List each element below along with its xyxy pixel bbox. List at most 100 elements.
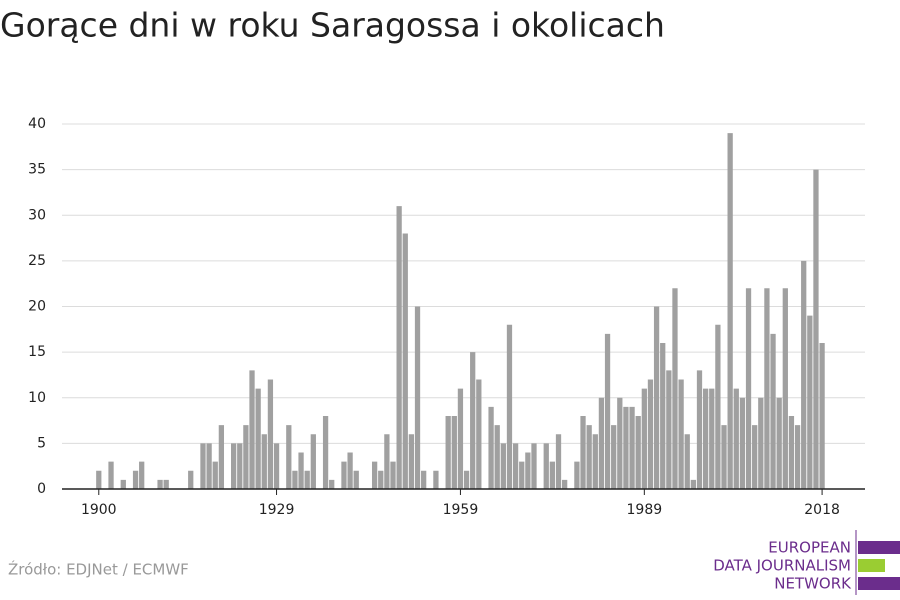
bar <box>696 370 703 489</box>
bar <box>261 434 267 489</box>
bar <box>555 434 562 489</box>
y-tick-label: 15 <box>28 344 46 360</box>
y-tick-label: 35 <box>28 162 46 178</box>
bar <box>157 479 163 489</box>
y-tick-label: 25 <box>28 253 46 269</box>
logo-bar <box>858 559 885 572</box>
bar <box>531 443 537 489</box>
logo-text: EUROPEAN <box>768 539 851 557</box>
logo: EUROPEAN DATA JOURNALISM NETWORK <box>713 530 900 595</box>
bar <box>494 425 500 489</box>
bar <box>470 352 476 489</box>
y-tick-label: 30 <box>28 207 46 223</box>
bar <box>218 425 225 489</box>
x-tick-label: 1900 <box>81 502 117 518</box>
bar <box>666 370 672 489</box>
bar <box>807 315 813 489</box>
bar <box>463 470 470 489</box>
bar <box>641 388 647 489</box>
bar <box>476 379 482 489</box>
bar <box>702 388 709 489</box>
bar <box>739 397 746 489</box>
bar <box>672 288 678 489</box>
bar <box>329 479 335 489</box>
bar <box>310 434 316 489</box>
bar <box>139 461 145 489</box>
bar <box>371 461 378 489</box>
bar <box>390 461 396 489</box>
bar <box>414 306 421 489</box>
bar <box>298 452 304 489</box>
bar <box>188 470 194 489</box>
bar <box>788 416 795 489</box>
bar <box>801 260 807 489</box>
bar <box>543 443 549 489</box>
bar <box>813 169 819 489</box>
bar <box>629 406 635 489</box>
bar <box>292 470 298 489</box>
logo-text: NETWORK <box>774 575 852 593</box>
y-tick-label: 40 <box>28 116 46 132</box>
bar <box>653 306 660 489</box>
bar <box>384 434 390 489</box>
bar <box>770 333 776 489</box>
bar <box>623 406 629 489</box>
x-tick-label: 1959 <box>443 502 479 518</box>
bar <box>378 470 384 489</box>
bar <box>249 370 255 489</box>
bar <box>230 443 237 489</box>
logo-bar <box>858 577 900 590</box>
bar <box>647 379 654 489</box>
bar <box>500 443 506 489</box>
x-tick-label: 2018 <box>804 502 840 518</box>
bar <box>445 416 451 489</box>
bar <box>200 443 206 489</box>
bar <box>690 479 697 489</box>
bar <box>782 288 788 489</box>
bar <box>506 324 513 489</box>
bar <box>341 461 347 489</box>
bar <box>347 452 353 489</box>
bar <box>592 434 598 489</box>
bar <box>586 425 592 489</box>
bar <box>163 479 169 489</box>
bar <box>715 324 721 489</box>
bar <box>96 470 102 489</box>
bar <box>304 470 310 489</box>
logo-bar <box>858 541 900 554</box>
y-tick-label: 0 <box>37 481 46 497</box>
bar <box>684 434 690 489</box>
logo-text: DATA JOURNALISM <box>713 557 851 575</box>
bar <box>733 388 739 489</box>
x-tick-label: 1989 <box>627 502 663 518</box>
x-tick-label: 1929 <box>259 502 295 518</box>
bar <box>108 461 114 489</box>
bar <box>752 425 758 489</box>
bar <box>745 288 752 489</box>
y-tick-label: 10 <box>28 390 46 406</box>
bar <box>120 479 126 489</box>
bar <box>727 133 733 489</box>
bar <box>286 425 292 489</box>
bar <box>764 288 770 489</box>
y-tick-label: 20 <box>28 299 46 315</box>
bar <box>660 343 666 489</box>
bar <box>549 461 556 489</box>
bar <box>519 461 525 489</box>
bar <box>408 434 415 489</box>
chart-title: Gorące dni w roku Saragossa i okolicach <box>0 6 665 45</box>
bar <box>402 233 408 489</box>
bar <box>237 443 243 489</box>
bar <box>488 406 494 489</box>
bar <box>243 425 249 489</box>
bar <box>562 479 568 489</box>
bar <box>678 379 684 489</box>
bar <box>598 397 605 489</box>
bar <box>267 379 274 489</box>
bar <box>709 388 715 489</box>
bar <box>421 470 427 489</box>
bar <box>206 443 212 489</box>
bar <box>794 425 801 489</box>
bar <box>776 397 782 489</box>
